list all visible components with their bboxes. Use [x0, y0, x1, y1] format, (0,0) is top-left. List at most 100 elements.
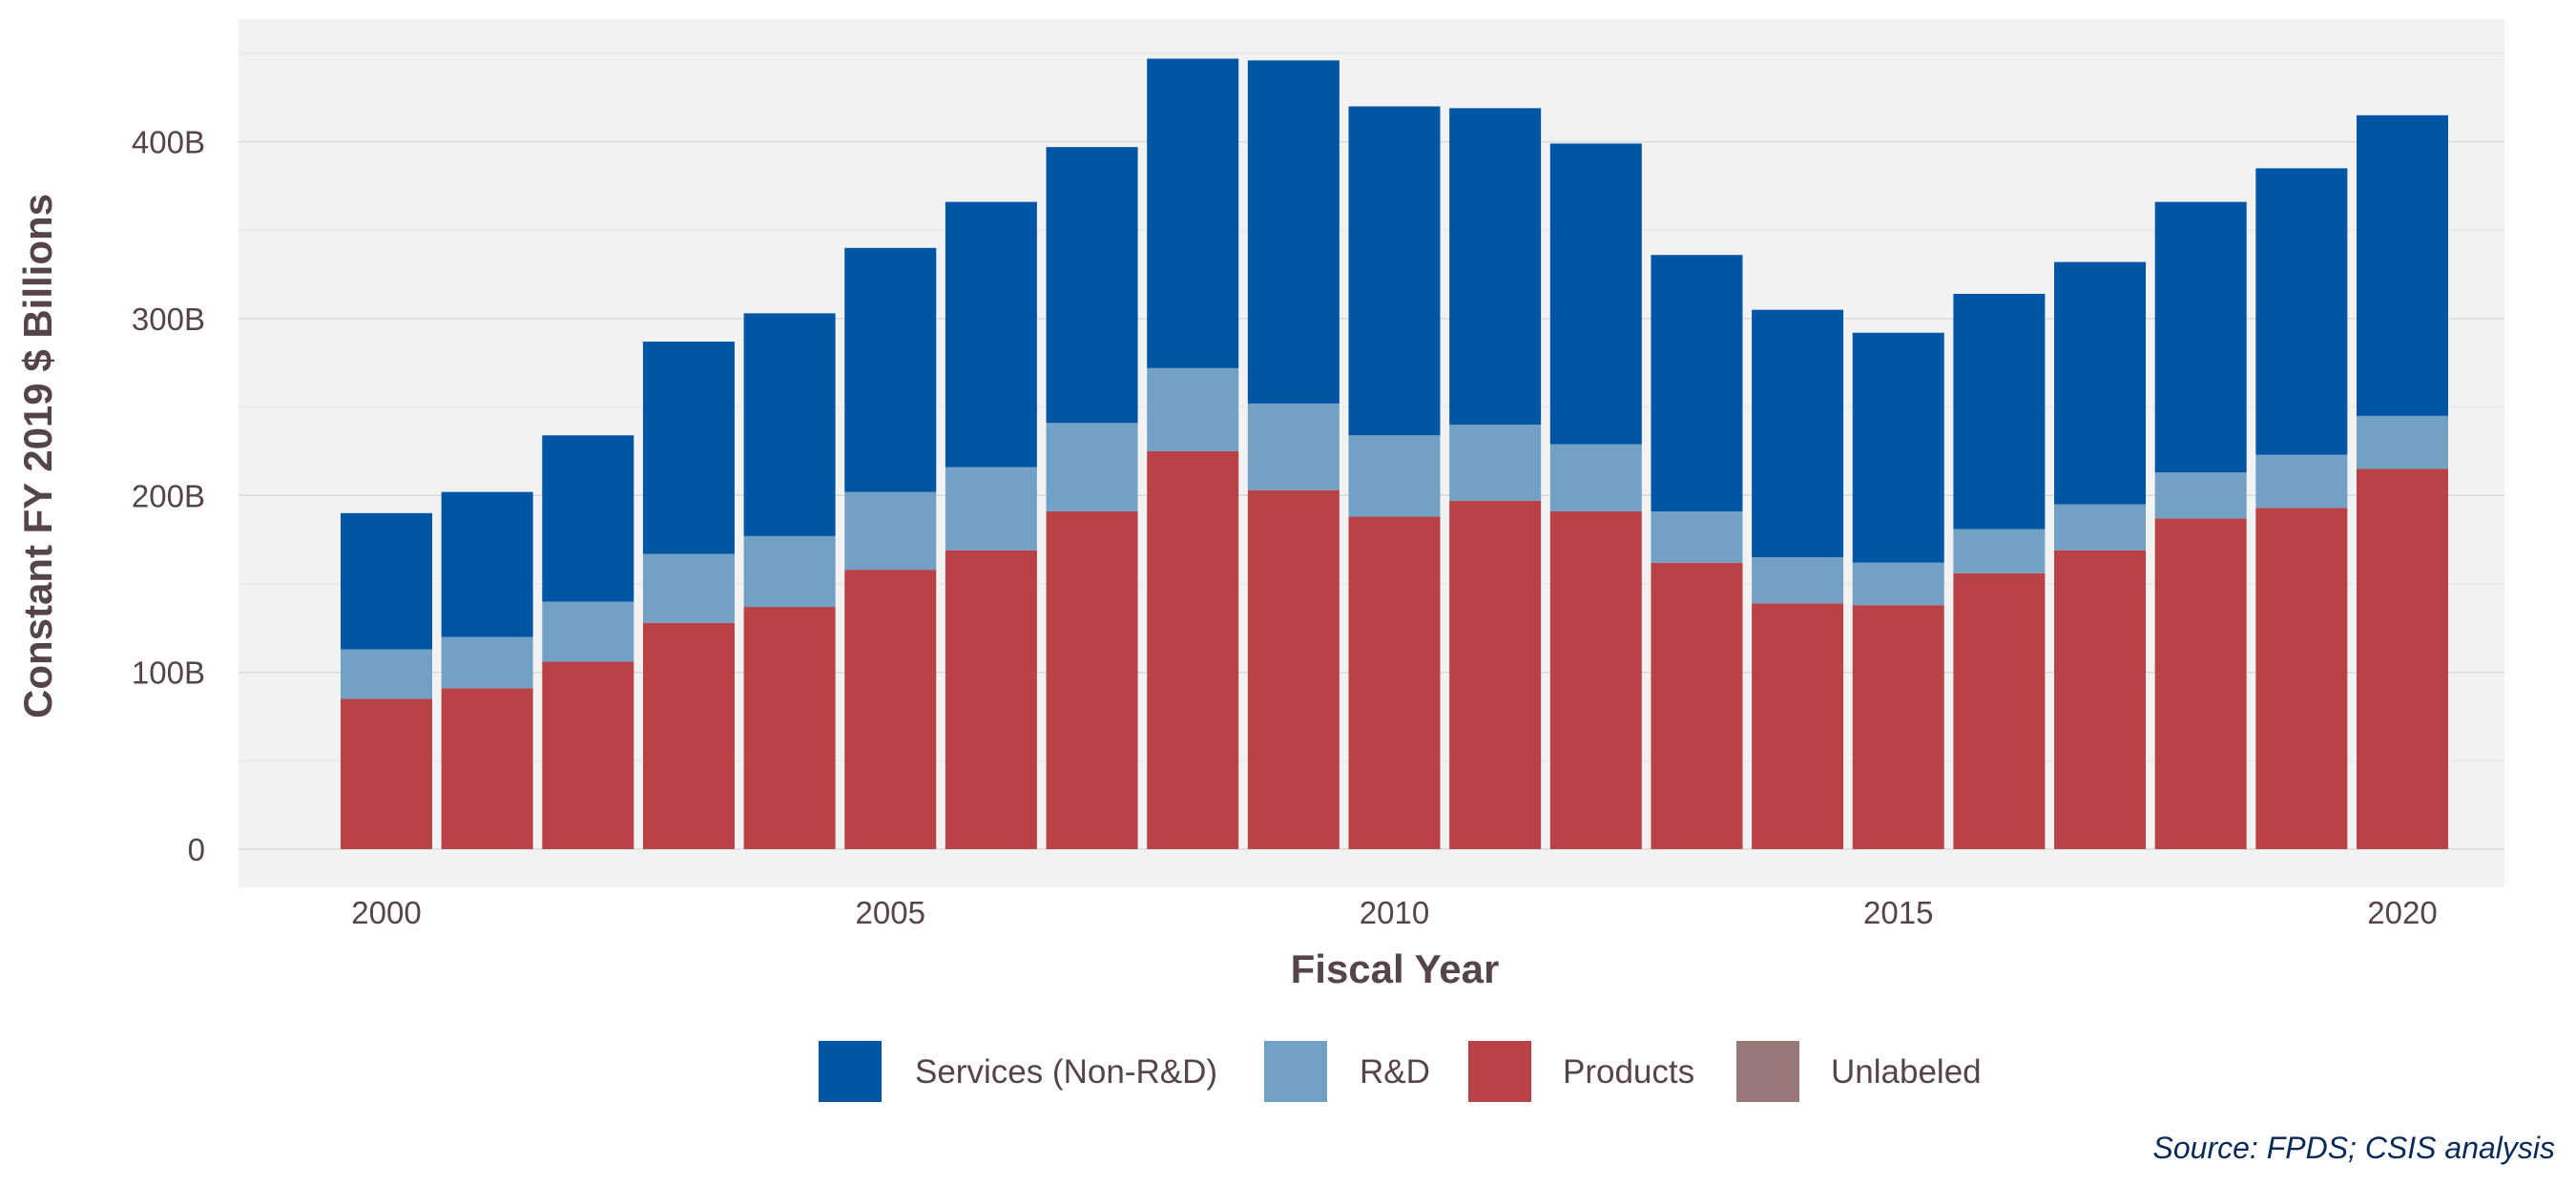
source-note: Source: FPDS; CSIS analysis: [2153, 1131, 2555, 1165]
legend-swatch: [1468, 1041, 1531, 1102]
bar-stack-2016: [1953, 294, 2046, 849]
bar-segment-services-non-r-d--2008: [1147, 58, 1239, 368]
bar-stack-2001: [441, 491, 533, 849]
bar-segment-products-2013: [1651, 562, 1743, 849]
bar-segment-products-2001: [441, 688, 533, 849]
x-tick-label: 2015: [1863, 895, 1933, 930]
bar-segment-r-d-2001: [441, 636, 533, 689]
bar-segment-services-non-r-d--2013: [1651, 255, 1743, 511]
bar-segment-r-d-2006: [945, 467, 1037, 551]
legend: Services (Non-R&D) R&D Products Unlabeled: [819, 1041, 1982, 1102]
bar-segment-r-d-2018: [2154, 472, 2247, 519]
x-tick-label: 2005: [856, 895, 925, 930]
bar-stack-2012: [1549, 143, 1642, 849]
bars: [341, 58, 2448, 849]
bar-stack-2009: [1247, 60, 1340, 849]
y-tick-label: 300B: [132, 301, 205, 337]
legend-swatch: [1736, 1041, 1799, 1102]
bar-segment-services-non-r-d--2002: [542, 435, 634, 602]
bar-segment-services-non-r-d--2003: [642, 342, 735, 554]
bar-segment-services-non-r-d--2016: [1953, 294, 2046, 530]
legend-label: Products: [1563, 1053, 1694, 1091]
legend-swatch: [1264, 1041, 1327, 1102]
bar-segment-products-2012: [1549, 510, 1642, 849]
bar-stack-2004: [743, 313, 836, 849]
bar-segment-r-d-2014: [1752, 557, 1844, 604]
bar-segment-products-2018: [2154, 518, 2247, 849]
bar-segment-products-2011: [1449, 500, 1542, 849]
bar-segment-r-d-2003: [642, 553, 735, 623]
bar-segment-services-non-r-d--2000: [341, 512, 432, 650]
bar-stack-2011: [1449, 108, 1542, 849]
y-tick-label: 200B: [132, 478, 205, 513]
bar-stack-2017: [2054, 261, 2147, 849]
y-tick-label: 0: [188, 832, 205, 867]
bar-segment-r-d-2009: [1247, 403, 1340, 490]
bar-segment-services-non-r-d--2004: [743, 313, 836, 536]
legend-label: Unlabeled: [1831, 1053, 1982, 1091]
bar-segment-r-d-2002: [542, 601, 634, 662]
bar-segment-r-d-2011: [1449, 425, 1542, 501]
bar-stack-2007: [1046, 147, 1138, 849]
bar-segment-products-2017: [2054, 550, 2147, 849]
bar-segment-services-non-r-d--2012: [1549, 143, 1642, 445]
legend-item-services-non-r-d-: Services (Non-R&D): [819, 1041, 1217, 1102]
bar-stack-2002: [542, 435, 634, 849]
bar-segment-products-2016: [1953, 572, 2046, 849]
bar-segment-products-2020: [2357, 468, 2448, 849]
bar-stack-2008: [1147, 58, 1239, 849]
bar-segment-services-non-r-d--2009: [1247, 60, 1340, 404]
bar-segment-services-non-r-d--2001: [441, 491, 533, 637]
bar-stack-2013: [1651, 255, 1743, 849]
bar-segment-services-non-r-d--2019: [2255, 168, 2348, 455]
bar-segment-services-non-r-d--2006: [945, 201, 1037, 468]
bar-stack-2018: [2154, 201, 2247, 849]
y-tick-label: 400B: [132, 125, 205, 160]
bar-segment-r-d-2016: [1953, 529, 2046, 573]
y-tick-label: 100B: [132, 655, 205, 691]
bar-stack-2014: [1752, 309, 1844, 849]
y-axis-title: Constant FY 2019 $ Billions: [15, 194, 60, 718]
legend-item-r-d: R&D: [1264, 1041, 1430, 1102]
x-axis-title: Fiscal Year: [1291, 946, 1500, 991]
bar-segment-services-non-r-d--2011: [1449, 108, 1542, 426]
bar-segment-r-d-2000: [341, 649, 432, 699]
bar-segment-products-2004: [743, 607, 836, 849]
bar-stack-2003: [642, 342, 735, 849]
bar-segment-services-non-r-d--2015: [1852, 332, 1944, 563]
bar-segment-r-d-2005: [844, 491, 937, 571]
bar-stack-2020: [2357, 114, 2448, 849]
bar-segment-services-non-r-d--2014: [1752, 309, 1844, 558]
bar-segment-products-2006: [945, 550, 1037, 849]
x-axis-ticks: 2000 2005 2010 2015 2020: [351, 895, 2437, 930]
legend-item-products: Products: [1468, 1041, 1694, 1102]
bar-segment-products-2009: [1247, 489, 1340, 849]
bar-segment-products-2005: [844, 570, 937, 849]
bar-segment-products-2010: [1348, 516, 1441, 849]
bar-segment-services-non-r-d--2020: [2357, 114, 2448, 416]
bar-stack-2000: [341, 512, 432, 849]
bar-segment-products-2014: [1752, 603, 1844, 849]
bar-segment-products-2003: [642, 622, 735, 849]
y-axis-ticks: 0 100B 200B 300B 400B: [132, 125, 205, 867]
bar-stack-2015: [1852, 332, 1944, 849]
bar-segment-products-2008: [1147, 450, 1239, 849]
x-tick-label: 2000: [351, 895, 421, 930]
bar-segment-products-2019: [2255, 508, 2348, 849]
bar-segment-services-non-r-d--2007: [1046, 147, 1138, 424]
legend-label: R&D: [1360, 1053, 1430, 1091]
bar-segment-r-d-2012: [1549, 444, 1642, 511]
bar-segment-products-2015: [1852, 605, 1944, 849]
bar-segment-products-2000: [341, 698, 432, 849]
bar-segment-r-d-2007: [1046, 423, 1138, 511]
bar-segment-r-d-2004: [743, 535, 836, 608]
bar-stack-2005: [844, 247, 937, 849]
bar-segment-r-d-2008: [1147, 367, 1239, 451]
bar-stack-2019: [2255, 168, 2348, 849]
bar-segment-services-non-r-d--2005: [844, 247, 937, 492]
bar-segment-products-2002: [542, 661, 634, 849]
bar-segment-r-d-2010: [1348, 435, 1441, 517]
x-tick-label: 2020: [2367, 895, 2437, 930]
bar-segment-r-d-2020: [2357, 415, 2448, 469]
